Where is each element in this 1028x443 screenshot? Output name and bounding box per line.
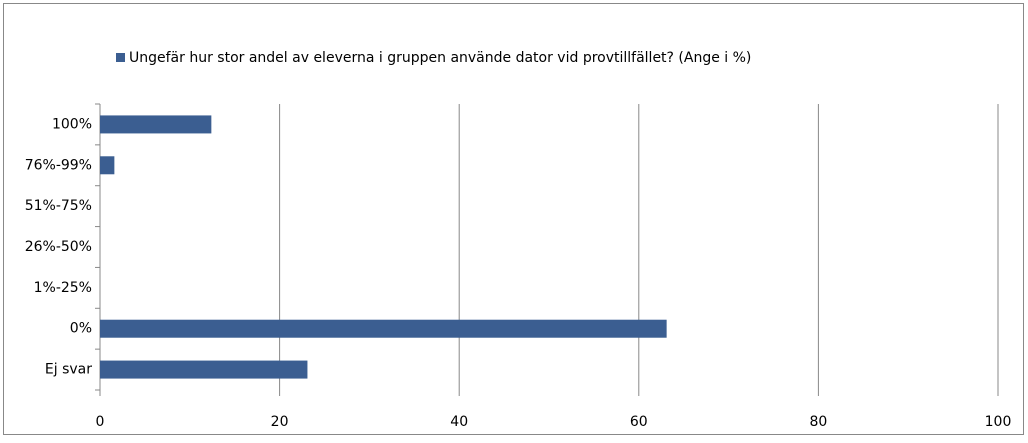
y-tick-label: 26%-50% (25, 239, 92, 255)
bar (100, 360, 308, 379)
y-tick-label: Ej svar (45, 362, 92, 378)
y-tick-label: 51%-75% (25, 198, 92, 214)
x-tick-label: 20 (271, 414, 289, 430)
bar (100, 156, 115, 175)
y-tick-label: 1%-25% (34, 280, 92, 296)
x-tick-label: 60 (630, 414, 648, 430)
x-tick-label: 80 (809, 414, 827, 430)
bar (100, 319, 667, 338)
y-tick-label: 100% (52, 116, 92, 132)
legend: Ungefär hur stor andel av eleverna i gru… (116, 50, 751, 66)
x-tick-label: 0 (96, 414, 105, 430)
x-tick-label: 40 (450, 414, 468, 430)
y-tick-label: 0% (70, 321, 92, 337)
legend-swatch (116, 53, 125, 62)
legend-label: Ungefär hur stor andel av eleverna i gru… (129, 50, 751, 66)
x-tick-label: 100 (985, 414, 1012, 430)
bar (100, 115, 212, 134)
y-tick-label: 76%-99% (25, 157, 92, 173)
